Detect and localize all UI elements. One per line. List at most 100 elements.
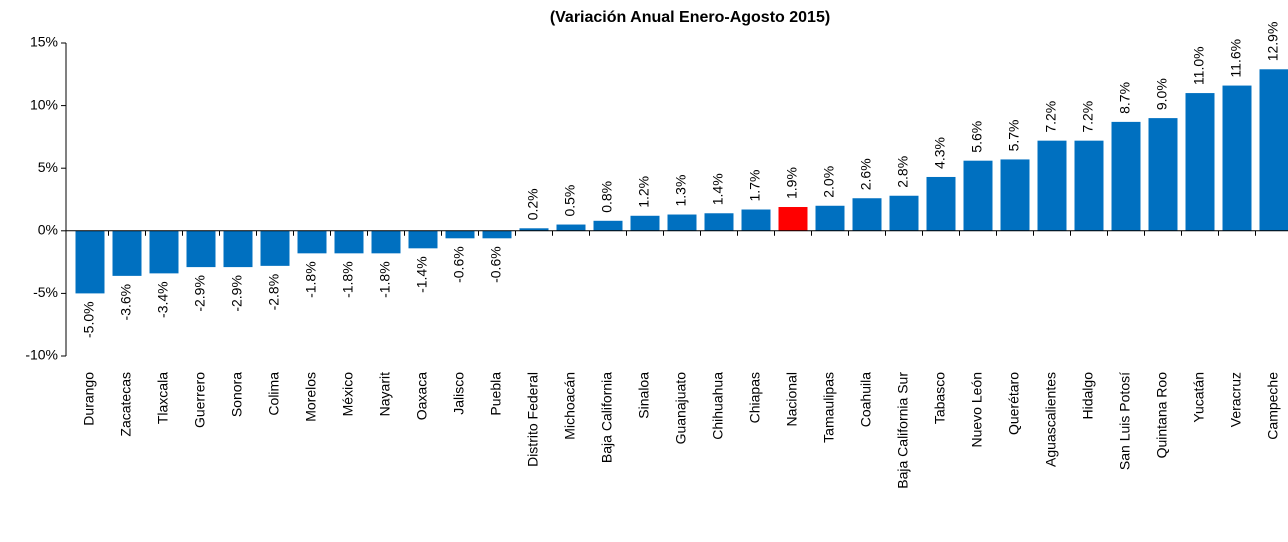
- value-label: 1.2%: [636, 176, 652, 208]
- bar: [297, 230, 327, 254]
- bar: [704, 213, 734, 231]
- value-label: -1.8%: [377, 261, 393, 298]
- y-tick-label: -10%: [25, 347, 58, 363]
- value-label: 1.3%: [673, 175, 689, 207]
- value-label: 1.9%: [784, 167, 800, 199]
- bar: [963, 160, 993, 231]
- value-label: -1.8%: [340, 261, 356, 298]
- x-tick-label: Jalisco: [451, 372, 467, 415]
- x-tick-label: México: [340, 372, 356, 417]
- value-label: -2.9%: [192, 275, 208, 312]
- value-label: -0.6%: [488, 246, 504, 283]
- x-tick-label: Querétaro: [1006, 372, 1022, 435]
- value-label: 7.2%: [1080, 101, 1096, 133]
- value-label: -5.0%: [81, 301, 97, 338]
- bar: [260, 230, 290, 266]
- value-label: -2.8%: [266, 274, 282, 311]
- value-label: 1.7%: [747, 170, 763, 202]
- bar: [1259, 69, 1288, 231]
- x-tick-label: Oaxaca: [414, 372, 430, 420]
- bar: [1222, 85, 1252, 231]
- x-tick-label: Distrito Federal: [525, 372, 541, 467]
- x-tick-label: Tamaulipas: [821, 372, 837, 443]
- bar: [1000, 159, 1030, 231]
- x-tick-label: Puebla: [488, 372, 504, 416]
- value-label: 5.7%: [1006, 120, 1022, 152]
- value-label: -3.6%: [118, 284, 134, 321]
- y-tick-label: -5%: [33, 284, 58, 300]
- x-tick-label: Tlaxcala: [155, 372, 171, 424]
- value-label: 0.2%: [525, 188, 541, 220]
- x-tick-label: Guerrero: [192, 372, 208, 428]
- bar: [778, 207, 808, 231]
- x-tick-label: Sonora: [229, 372, 245, 417]
- bar: [630, 215, 660, 231]
- bar: [741, 209, 771, 231]
- x-tick-label: Morelos: [303, 372, 319, 422]
- bar: [371, 230, 401, 254]
- x-tick-label: Durango: [81, 372, 97, 426]
- value-label: 8.7%: [1117, 82, 1133, 114]
- value-label: 0.8%: [599, 181, 615, 213]
- bar: [1148, 118, 1178, 231]
- y-tick-label: 10%: [30, 96, 58, 112]
- value-label: 2.6%: [858, 158, 874, 190]
- bar: [815, 205, 845, 231]
- bar: [556, 224, 586, 231]
- value-label: 12.9%: [1265, 22, 1281, 62]
- x-tick-label: Baja California Sur: [895, 372, 911, 489]
- x-tick-label: Hidalgo: [1080, 372, 1096, 420]
- bar: [593, 220, 623, 231]
- bar: [519, 228, 549, 231]
- value-label: -3.4%: [155, 281, 171, 318]
- value-label: 2.0%: [821, 166, 837, 198]
- bar: [1185, 93, 1215, 231]
- bar: [408, 230, 438, 249]
- x-tick-label: Baja California: [599, 372, 615, 463]
- x-tick-label: Nacional: [784, 372, 800, 426]
- bar: [75, 230, 105, 294]
- bar: [149, 230, 179, 274]
- y-tick-label: 0%: [38, 222, 58, 238]
- x-tick-label: Coahuila: [858, 372, 874, 427]
- y-tick-label: 5%: [38, 159, 58, 175]
- bar: [186, 230, 216, 268]
- value-label: 1.4%: [710, 173, 726, 205]
- bar: [334, 230, 364, 254]
- bar: [1037, 140, 1067, 231]
- bar: [1111, 121, 1141, 231]
- value-label: 5.6%: [969, 121, 985, 153]
- bar: [889, 195, 919, 231]
- x-tick-label: San Luis Potosí: [1117, 372, 1133, 470]
- x-tick-label: Guanajuato: [673, 372, 689, 445]
- bar: [112, 230, 142, 276]
- x-tick-label: Aguascalientes: [1043, 372, 1059, 467]
- bar: [926, 176, 956, 231]
- bar: [1074, 140, 1104, 231]
- value-label: -1.8%: [303, 261, 319, 298]
- value-label: 2.8%: [895, 156, 911, 188]
- chart-title: (Variación Anual Enero-Agosto 2015): [550, 9, 830, 26]
- x-tick-label: Tabasco: [932, 372, 948, 424]
- bar: [482, 230, 512, 239]
- x-tick-label: Quintana Roo: [1154, 372, 1170, 459]
- x-tick-label: Nuevo León: [969, 372, 985, 448]
- x-tick-label: Chihuahua: [710, 372, 726, 440]
- x-tick-label: Colima: [266, 372, 282, 416]
- x-tick-label: Veracruz: [1228, 372, 1244, 427]
- value-label: 4.3%: [932, 137, 948, 169]
- value-label: 7.2%: [1043, 101, 1059, 133]
- bar: [852, 198, 882, 231]
- x-tick-label: Chiapas: [747, 372, 763, 423]
- bar: [445, 230, 475, 239]
- x-tick-label: Michoacán: [562, 372, 578, 440]
- bar: [667, 214, 697, 231]
- value-label: -2.9%: [229, 275, 245, 312]
- x-tick-label: Sinaloa: [636, 372, 652, 419]
- y-tick-label: 15%: [30, 34, 58, 50]
- value-label: 0.5%: [562, 185, 578, 217]
- value-label: 11.6%: [1228, 39, 1244, 78]
- value-label: 9.0%: [1154, 78, 1170, 110]
